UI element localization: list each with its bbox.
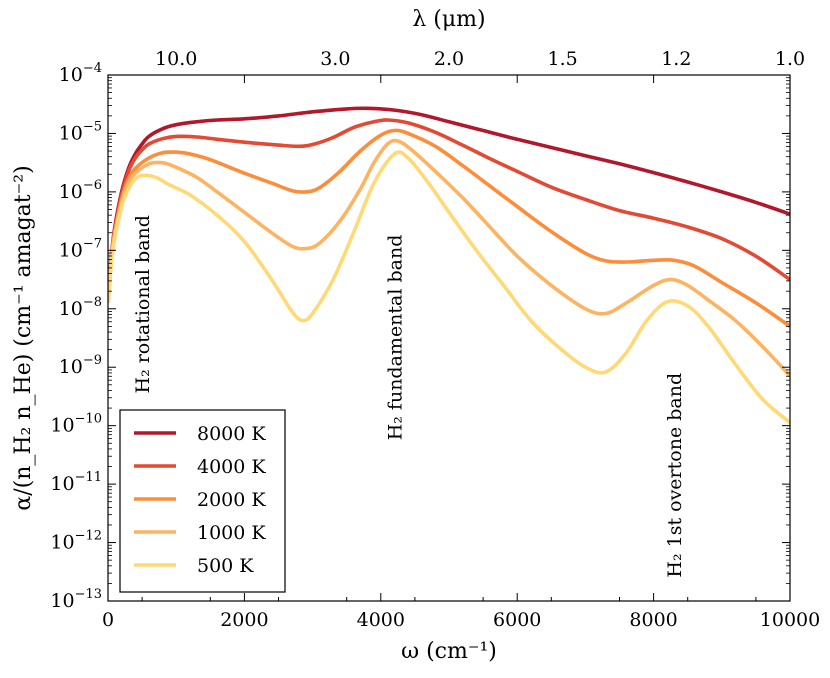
x-axis-label: ω (cm⁻¹) bbox=[401, 639, 497, 664]
top-axis-label: λ (μm) bbox=[412, 7, 485, 32]
series-line-1000-k bbox=[108, 138, 790, 378]
y-tick-label: 10−12 bbox=[50, 529, 102, 554]
legend-label: 8000 K bbox=[197, 423, 266, 445]
series-line-4000-k bbox=[108, 118, 790, 304]
legend-label: 2000 K bbox=[197, 489, 266, 511]
series-line-500-k bbox=[108, 150, 790, 425]
legend: 8000 K 4000 K 2000 K 1000 K 500 K bbox=[119, 409, 286, 593]
y-tick-label: 10−8 bbox=[59, 295, 102, 320]
plot-frame bbox=[107, 74, 791, 602]
y-tick-label: 10−10 bbox=[50, 412, 102, 437]
top-tick-label: 2.0 bbox=[434, 48, 464, 70]
x-tick-label: 4000 bbox=[357, 609, 405, 631]
x-tick-label: 0 bbox=[102, 609, 114, 631]
top-tick-label: 1.5 bbox=[548, 48, 578, 70]
y-axis-label: α/(n_H₂ n_He) (cm⁻¹ amagat⁻²) bbox=[11, 165, 36, 510]
top-tick-label: 1.0 bbox=[775, 48, 805, 70]
series-line-2000-k bbox=[108, 128, 790, 328]
y-tick-label: 10−11 bbox=[50, 470, 102, 495]
y-tick-label: 10−5 bbox=[59, 119, 102, 144]
series-line-8000-k bbox=[108, 106, 790, 304]
annotation-rotational: H₂ rotational band bbox=[132, 215, 154, 393]
x-tick-label: 2000 bbox=[220, 609, 268, 631]
annotations: H₂ rotational band H₂ fundamental band H₂ … bbox=[132, 215, 686, 578]
y-tick-label: 10−6 bbox=[59, 178, 102, 203]
top-tick-label: 3.0 bbox=[320, 48, 350, 70]
annotation-overtone: H₂ 1st overtone band bbox=[664, 373, 686, 578]
top-tick-label: 10.0 bbox=[155, 48, 197, 70]
legend-label: 4000 K bbox=[197, 456, 266, 478]
axis-ticks: 0 2000 4000 6000 8000 10000 10−4 10−5 10−6 10−7 10… bbox=[50, 48, 820, 631]
y-tick-label: 10−7 bbox=[59, 236, 102, 261]
y-tick-label: 10−13 bbox=[50, 587, 102, 612]
y-tick-label: 10−9 bbox=[59, 353, 102, 378]
y-tick-label: 10−4 bbox=[59, 61, 102, 86]
legend-label: 1000 K bbox=[197, 522, 266, 544]
legend-label: 500 K bbox=[197, 555, 254, 577]
legend-box bbox=[119, 409, 286, 593]
top-tick-label: 1.2 bbox=[661, 48, 691, 70]
series-lines bbox=[108, 106, 790, 425]
x-tick-label: 10000 bbox=[760, 609, 820, 631]
annotation-fundamental: H₂ fundamental band bbox=[384, 235, 406, 441]
x-tick-label: 6000 bbox=[493, 609, 541, 631]
x-tick-label: 8000 bbox=[629, 609, 677, 631]
